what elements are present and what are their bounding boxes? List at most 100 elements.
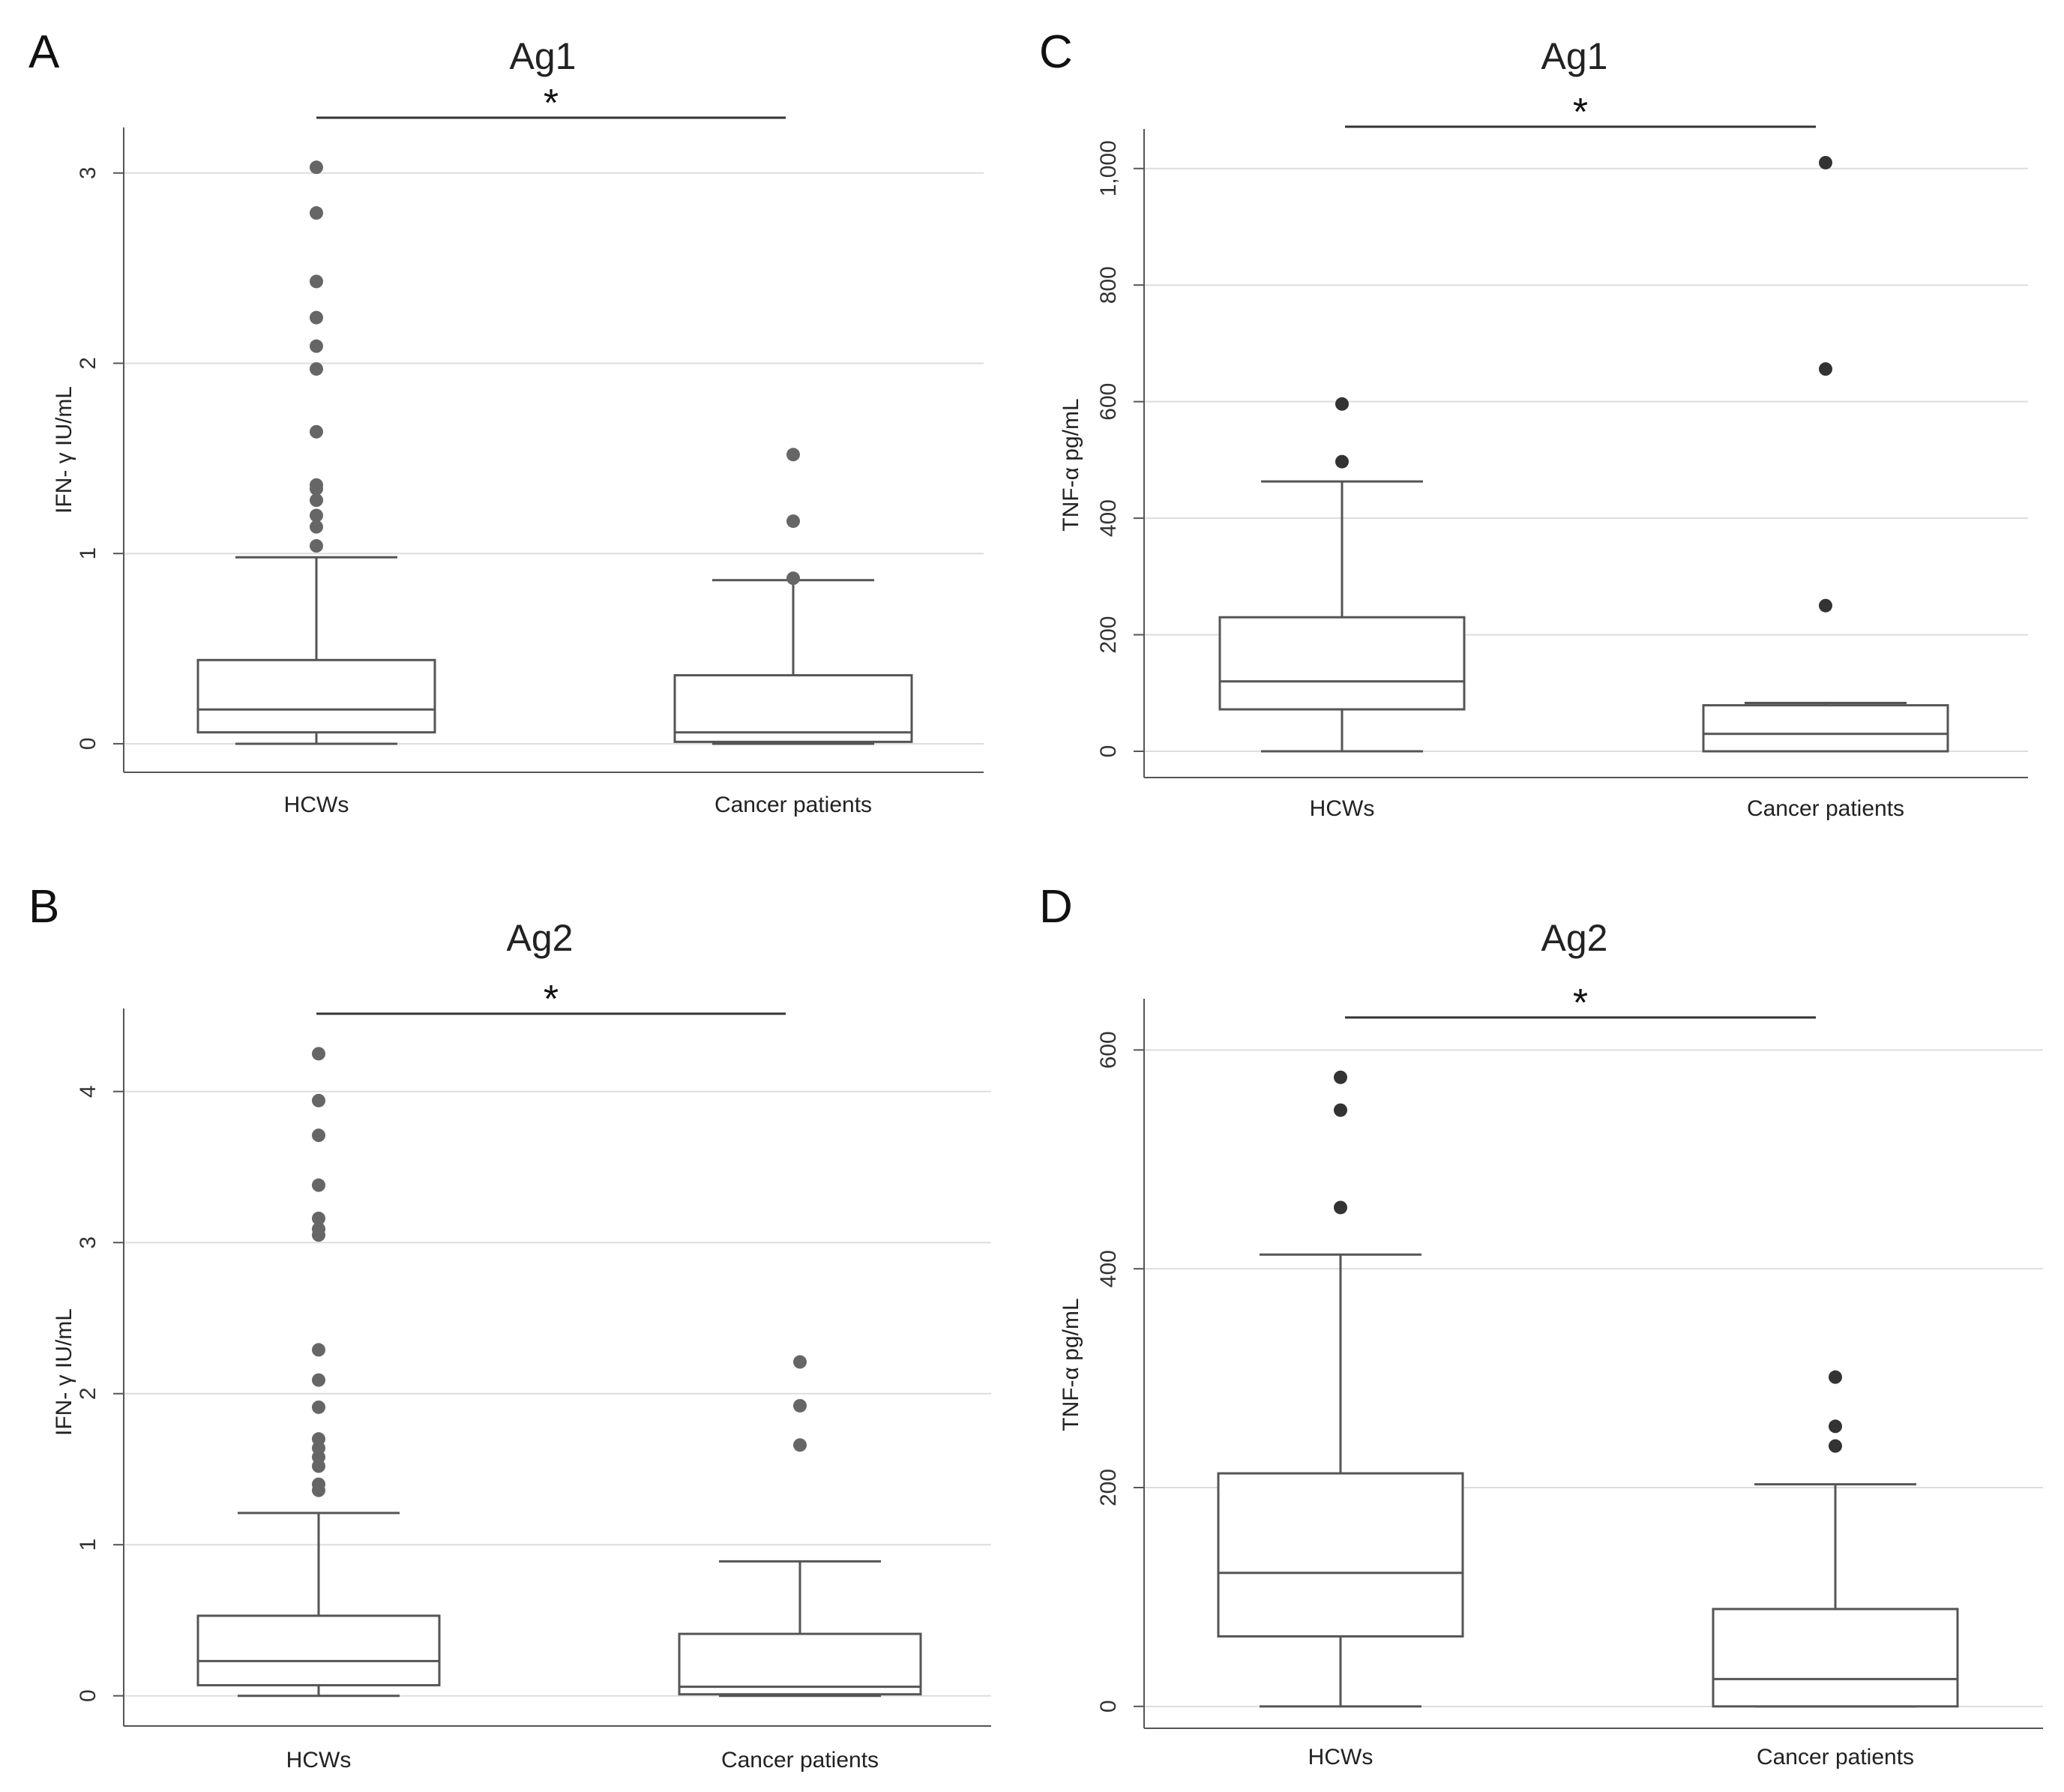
y-tick-label: 3	[76, 166, 100, 179]
category-label: Cancer patients	[721, 1748, 879, 1773]
outlier-point	[1334, 1103, 1347, 1117]
outlier-point	[312, 1178, 325, 1192]
iqr-box	[196, 1614, 441, 1687]
y-tick-label: 1	[76, 547, 100, 560]
y-tick-label: 0	[1096, 745, 1121, 758]
outlier-point	[312, 1047, 325, 1061]
panel-b: B Ag2 0 1 2 3 4 IFN- γ IU/mL HCWs Cancer patients…	[28, 881, 991, 1773]
outlier-point	[310, 520, 323, 534]
significance-star: *	[1573, 981, 1588, 1025]
chart-title: Ag2	[507, 917, 574, 959]
outlier-point	[793, 1355, 807, 1369]
outlier-point	[312, 1211, 325, 1225]
chart-title: Ag2	[1541, 917, 1608, 959]
category-label: HCWs	[1310, 796, 1375, 821]
panel-letter: D	[1039, 881, 1073, 933]
outlier-point	[310, 206, 323, 220]
panel-letter: A	[28, 26, 60, 78]
outlier-point	[793, 1438, 807, 1452]
iqr-box	[678, 1632, 922, 1696]
outlier-point	[1335, 454, 1349, 469]
outlier-point	[1819, 155, 1832, 169]
outlier-point	[312, 1477, 325, 1491]
y-tick-label: 0	[76, 738, 100, 751]
outlier-point	[786, 514, 800, 529]
y-tick-label: 600	[1096, 1031, 1121, 1068]
y-tick-label: 600	[1096, 383, 1121, 421]
outlier-point	[310, 539, 323, 553]
y-tick-label: 1,000	[1096, 140, 1121, 196]
chart-title: Ag1	[1541, 35, 1608, 77]
category-label: Cancer patients	[714, 793, 872, 817]
panel-letter: B	[28, 881, 59, 933]
outlier-point	[310, 493, 323, 508]
outlier-point	[310, 362, 323, 376]
y-tick-label: 4	[76, 1085, 100, 1098]
outlier-point	[312, 1093, 325, 1107]
category-label: Cancer patients	[1757, 1745, 1914, 1770]
box-cancer-patients: Cancer patients	[673, 448, 913, 817]
outlier-point	[1334, 1070, 1347, 1084]
outlier-point	[312, 1128, 325, 1143]
y-axis-title: TNF-α pg/mL	[1059, 398, 1083, 531]
outlier-point	[1829, 1439, 1842, 1453]
y-tick-label: 400	[1096, 1250, 1121, 1287]
significance-star: *	[544, 82, 559, 125]
iqr-box	[1218, 616, 1466, 711]
category-label: Cancer patients	[1747, 796, 1904, 821]
y-axis-title: TNF-α pg/mL	[1059, 1298, 1083, 1431]
outlier-point	[312, 1400, 325, 1414]
y-tick-label: 1	[76, 1539, 100, 1551]
y-tick-label: 0	[1096, 1700, 1121, 1713]
outlier-point	[310, 424, 323, 439]
outlier-point	[310, 508, 323, 523]
y-tick-label: 800	[1096, 266, 1121, 304]
box-cancer-patients: Cancer patients	[1712, 1370, 1959, 1770]
significance-star: *	[544, 978, 559, 1021]
y-axis-title: IFN- γ IU/mL	[52, 1308, 76, 1436]
y-tick-label: 3	[76, 1236, 100, 1249]
outlier-point	[312, 1373, 325, 1387]
outlier-point	[312, 1432, 325, 1446]
category-label: HCWs	[286, 1748, 352, 1773]
chart-title: Ag1	[510, 35, 577, 77]
iqr-box	[1702, 704, 1949, 753]
significance-star: *	[1573, 91, 1588, 134]
outlier-point	[793, 1398, 807, 1413]
y-tick-label: 0	[76, 1689, 100, 1702]
outlier-point	[310, 339, 323, 353]
category-label: HCWs	[1308, 1745, 1374, 1770]
outlier-point	[786, 571, 800, 586]
y-tick-label: 200	[1096, 616, 1121, 654]
outlier-point	[1335, 397, 1349, 411]
box-cancer-patients: Cancer patients	[678, 1355, 922, 1773]
outlier-point	[310, 478, 323, 492]
iqr-box	[1712, 1608, 1959, 1708]
outlier-point	[1819, 598, 1832, 613]
outlier-point	[1334, 1200, 1347, 1215]
box-cancer-patients: Cancer patients	[1702, 155, 1949, 821]
y-tick-label: 2	[76, 357, 100, 370]
outlier-point	[1819, 362, 1832, 376]
outlier-point	[312, 1343, 325, 1357]
outlier-point	[1829, 1419, 1842, 1434]
panel-a: A Ag1 0 1 2 3 IFN- γ IU/mL HCWs Cancer patients *	[28, 26, 984, 817]
y-axis-title: IFN- γ IU/mL	[52, 386, 76, 514]
outlier-point	[1829, 1370, 1842, 1384]
outlier-point	[310, 310, 323, 325]
y-tick-label: 200	[1096, 1469, 1121, 1506]
box-hcws: HCWs	[196, 1047, 441, 1773]
box-hcws: HCWs	[196, 160, 436, 817]
box-hcws: HCWs	[1218, 397, 1466, 821]
outlier-point	[310, 160, 323, 175]
iqr-box	[673, 674, 913, 743]
iqr-box	[196, 658, 436, 734]
iqr-box	[1217, 1472, 1464, 1638]
panel-d: D Ag2 0 200 400 600 TNF-α pg/mL HCWs Cancer pati…	[1039, 881, 2043, 1770]
outlier-point	[786, 448, 800, 462]
y-tick-label: 400	[1096, 499, 1121, 537]
outlier-point	[310, 274, 323, 289]
y-tick-label: 2	[76, 1387, 100, 1400]
